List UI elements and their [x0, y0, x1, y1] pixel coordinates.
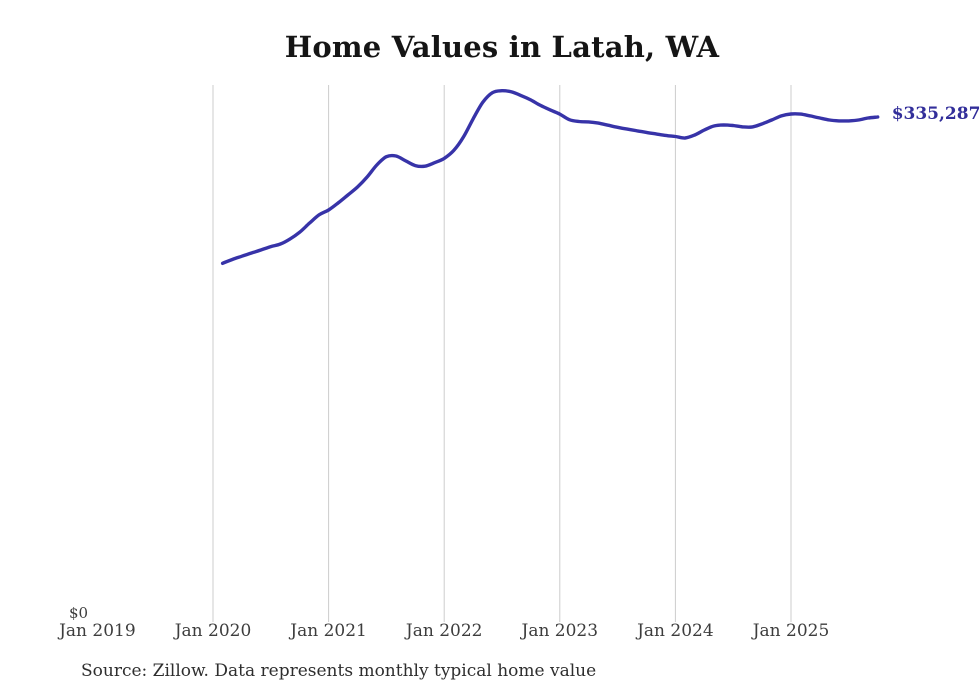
x-tick-jan-2020: Jan 2020 — [174, 621, 252, 641]
x-tick-jan-2021: Jan 2021 — [290, 621, 367, 641]
chart-title: Home Values in Latah, WA — [284, 30, 720, 64]
x-tick-jan-2022: Jan 2022 — [405, 621, 483, 641]
x-tick-jan-2025: Jan 2025 — [752, 621, 830, 641]
home-value-line-series — [220, 88, 880, 265]
latest-value-label: $335,287 — [891, 104, 980, 124]
source-note: Source: Zillow. Data represents monthly … — [81, 661, 597, 681]
y-axis-zero-label: $0 — [69, 604, 89, 622]
vertical-gridlines — [212, 85, 792, 622]
x-tick-jan-2024: Jan 2024 — [637, 621, 714, 641]
x-tick-jan-2019: Jan 2019 — [59, 621, 136, 641]
x-tick-jan-2023: Jan 2023 — [521, 621, 599, 641]
